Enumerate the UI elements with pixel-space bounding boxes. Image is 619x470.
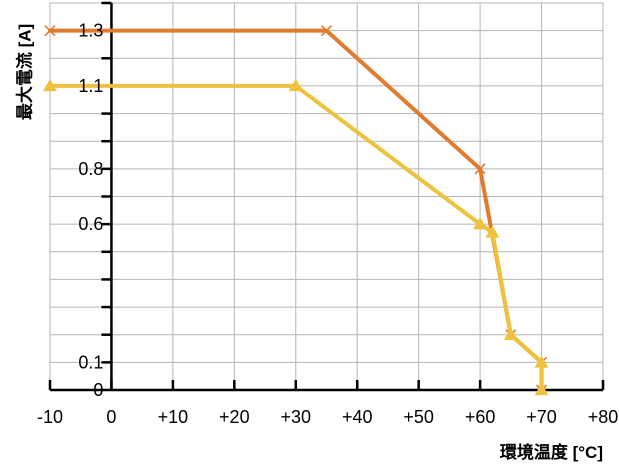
triangle-marker	[43, 78, 57, 92]
x-tick-label: +40	[342, 407, 373, 427]
x-tick-label: +50	[403, 407, 434, 427]
x-marker-stroke	[44, 25, 56, 37]
triangle-marker	[534, 355, 549, 368]
y-tick-label: 0.1	[78, 352, 103, 372]
x-tick-label: +30	[281, 407, 312, 427]
x-tick-label: 0	[106, 407, 116, 427]
triangle-marker	[534, 383, 549, 396]
x-marker-stroke	[474, 163, 486, 175]
y-axis-label: 最大電流 [A]	[14, 24, 34, 120]
y-tick-label: 0.6	[78, 214, 103, 234]
y-tick-label: 1.3	[78, 21, 103, 41]
x-marker	[474, 163, 486, 175]
y-tick-label: 0.8	[78, 159, 103, 179]
x-marker	[320, 25, 333, 37]
tick-labels: -10 0 +10 +20 +30 +40 +50 +60 +70 +80 0 0.1 0.6 0.8 1.…	[37, 21, 618, 427]
triangle-marker	[485, 225, 500, 238]
x-tick-label: +20	[219, 407, 250, 427]
x-axis-label: 環境温度 [°C]	[500, 442, 603, 462]
x-tick-label: +80	[588, 407, 619, 427]
x-tick-label: +10	[158, 407, 189, 427]
gridlines	[49, 2, 604, 391]
x-tick-label: +70	[526, 407, 557, 427]
triangle-marker	[503, 327, 518, 340]
x-tick-label: +60	[465, 407, 496, 427]
triangle-marker	[288, 78, 303, 92]
x-marker-stroke	[320, 25, 333, 37]
triangle-marker	[473, 217, 488, 230]
x-marker	[44, 25, 56, 37]
data-series	[43, 25, 549, 396]
x-tick-label: -10	[37, 407, 63, 427]
y-tick-label: 0	[93, 380, 103, 400]
y-tick-label: 1.1	[78, 76, 103, 96]
